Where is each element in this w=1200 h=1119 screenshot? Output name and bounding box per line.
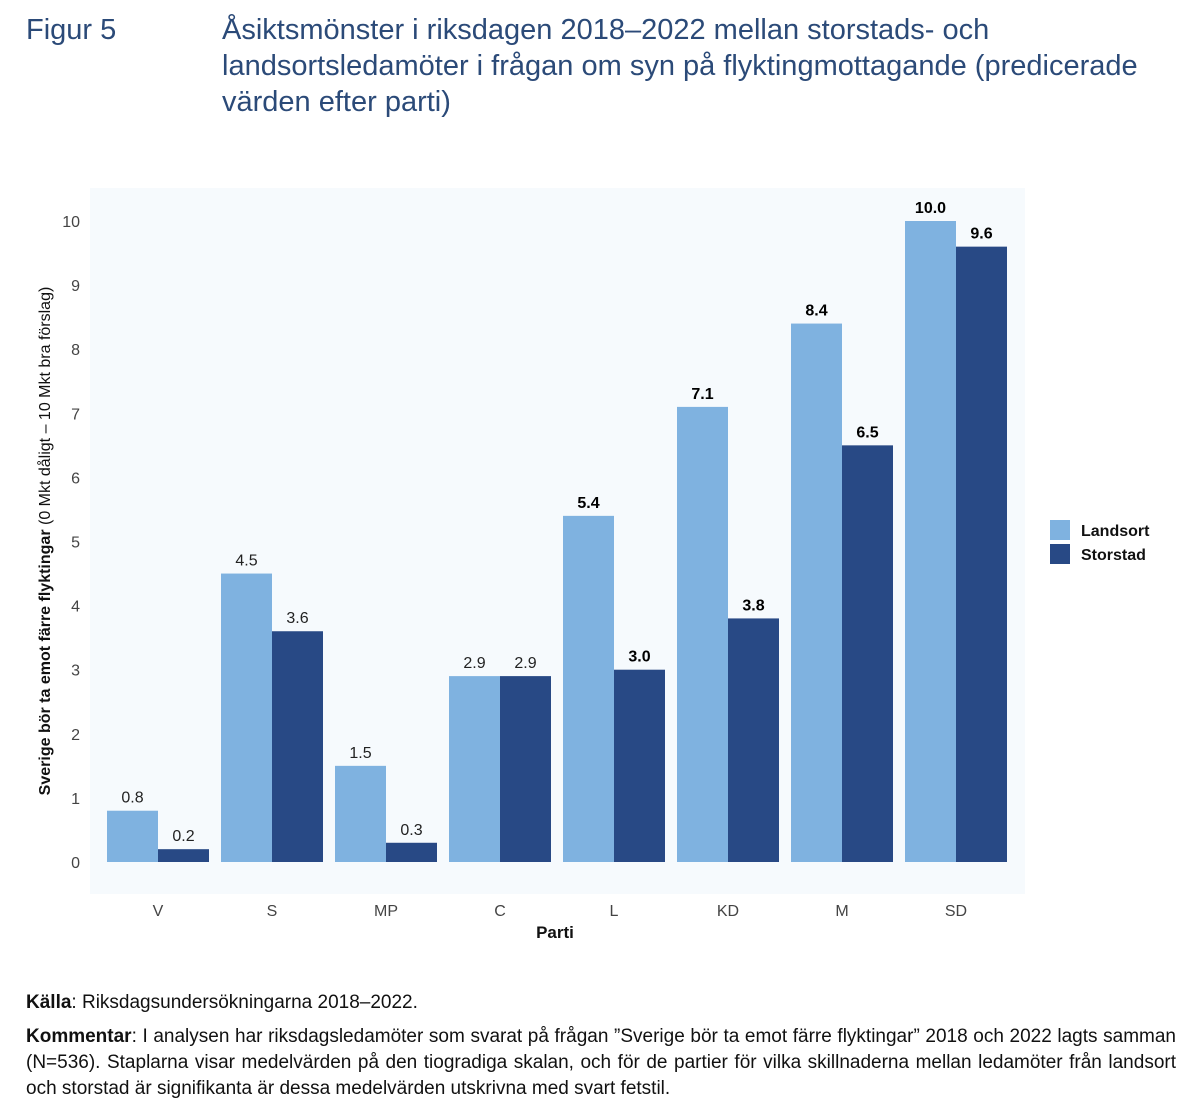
legend-swatch bbox=[1050, 520, 1070, 540]
y-axis-title-rest: (0 Mkt dåligt – 10 Mkt bra förslag) bbox=[36, 287, 54, 530]
bar-landsort-c bbox=[449, 676, 500, 862]
legend-swatch bbox=[1050, 544, 1070, 564]
bar-landsort-s bbox=[221, 573, 272, 862]
x-tick-label: SD bbox=[945, 903, 967, 920]
x-tick-label: L bbox=[610, 903, 619, 920]
value-label: 9.6 bbox=[970, 226, 992, 243]
bar-storstad-c bbox=[500, 676, 551, 862]
bar-storstad-s bbox=[272, 631, 323, 862]
x-tick-label: C bbox=[494, 903, 506, 920]
comment-note: Kommentar: I analysen har riksdagsledamö… bbox=[26, 1024, 1176, 1102]
y-tick-label: 1 bbox=[71, 791, 80, 808]
legend: Landsort Storstad bbox=[1050, 520, 1150, 564]
y-tick-label: 0 bbox=[71, 855, 80, 872]
y-tick-label: 10 bbox=[62, 214, 80, 231]
bar-storstad-mp bbox=[386, 842, 437, 862]
value-label: 1.5 bbox=[349, 745, 371, 762]
x-tick-label: S bbox=[267, 903, 278, 920]
x-axis-title: Parti bbox=[536, 923, 574, 942]
y-tick-label: 2 bbox=[71, 727, 80, 744]
y-tick-label: 3 bbox=[71, 663, 80, 680]
legend-label: Landsort bbox=[1081, 523, 1150, 540]
bar-landsort-sd bbox=[905, 221, 956, 862]
value-label: 5.4 bbox=[577, 495, 599, 512]
y-axis-title: Sverige bör ta emot färre flyktingar (0 … bbox=[36, 287, 54, 796]
x-tick-label: M bbox=[835, 903, 848, 920]
x-tick-label: MP bbox=[374, 903, 398, 920]
legend-label: Storstad bbox=[1081, 547, 1146, 564]
bar-landsort-kd bbox=[677, 406, 728, 862]
y-tick-label: 8 bbox=[71, 342, 80, 359]
value-label: 2.9 bbox=[514, 655, 536, 672]
y-tick-label: 7 bbox=[71, 406, 80, 423]
value-label: 0.8 bbox=[121, 790, 143, 807]
value-label: 4.5 bbox=[235, 553, 257, 570]
bars bbox=[107, 221, 1007, 862]
x-axis-ticks: V S MP C L KD M SD bbox=[153, 903, 967, 920]
y-tick-label: 4 bbox=[71, 599, 80, 616]
value-label: 0.2 bbox=[172, 828, 194, 845]
source-label: Källa bbox=[26, 992, 72, 1013]
comment-label: Kommentar bbox=[26, 1026, 132, 1047]
value-label: 3.6 bbox=[286, 610, 308, 627]
y-tick-label: 6 bbox=[71, 470, 80, 487]
bar-storstad-m bbox=[842, 445, 893, 862]
bar-landsort-v bbox=[107, 810, 158, 862]
x-tick-label: KD bbox=[717, 903, 739, 920]
bar-storstad-l bbox=[614, 669, 665, 862]
bar-storstad-kd bbox=[728, 618, 779, 862]
value-label: 3.0 bbox=[628, 649, 650, 666]
value-label: 0.3 bbox=[400, 822, 422, 839]
x-tick-label: V bbox=[153, 903, 164, 920]
value-label: 10.0 bbox=[915, 200, 946, 217]
figure-title: Åsiktsmönster i riksdagen 2018–2022 mell… bbox=[222, 14, 1138, 118]
value-label: 8.4 bbox=[805, 303, 827, 320]
y-tick-label: 9 bbox=[71, 278, 80, 295]
bar-landsort-l bbox=[563, 515, 614, 862]
bar-landsort-mp bbox=[335, 765, 386, 862]
value-label: 2.9 bbox=[463, 655, 485, 672]
value-label: 7.1 bbox=[691, 386, 713, 403]
figure-label: Figur 5 bbox=[26, 14, 117, 46]
value-labels: 0.8 0.2 4.5 3.6 1.5 0.3 2.9 2.9 5.4 3.0 7.1 3.8 8.4 6… bbox=[121, 200, 992, 845]
bar-storstad-sd bbox=[956, 246, 1007, 862]
y-tick-label: 5 bbox=[71, 535, 80, 552]
value-label: 6.5 bbox=[856, 424, 878, 441]
source-note: Källa: Riksdagsundersökningarna 2018–202… bbox=[26, 990, 1176, 1016]
bar-landsort-m bbox=[791, 323, 842, 862]
value-label: 3.8 bbox=[742, 597, 764, 614]
bar-storstad-v bbox=[158, 849, 209, 862]
comment-text: : I analysen har riksdagsledamöter som s… bbox=[26, 1026, 1176, 1099]
y-axis-ticks: 0 1 2 3 4 5 6 7 8 9 10 bbox=[62, 214, 80, 872]
source-text: : Riksdagsundersökningarna 2018–2022. bbox=[71, 992, 418, 1013]
bar-chart: 0 1 2 3 4 5 6 7 8 9 10 0.8 0.2 4.5 3.6 1.5 0.3 2.9 2.9 5.4… bbox=[36, 200, 1151, 942]
y-axis-title-bold: Sverige bör ta emot färre flyktingar bbox=[37, 529, 54, 795]
